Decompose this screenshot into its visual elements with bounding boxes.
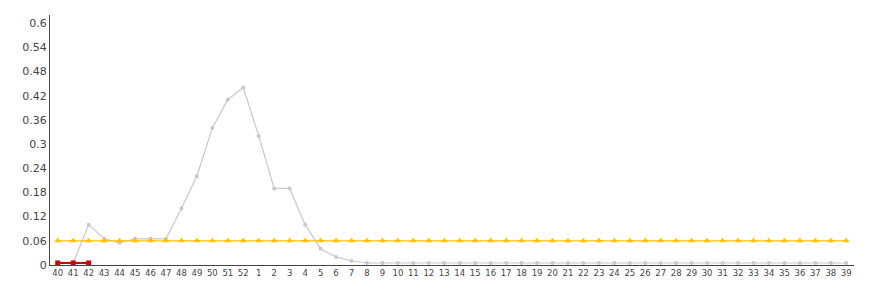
svg-text:31: 31 [717,268,728,278]
svg-text:20: 20 [547,268,558,278]
svg-text:36: 36 [794,268,805,278]
svg-text:18: 18 [516,268,527,278]
svg-text:1: 1 [256,268,261,278]
svg-text:0.18: 0.18 [22,186,47,199]
svg-text:40: 40 [52,268,63,278]
svg-text:13: 13 [439,268,450,278]
svg-text:50: 50 [207,268,218,278]
svg-text:0.36: 0.36 [22,114,47,127]
svg-text:5: 5 [318,268,323,278]
svg-text:8: 8 [364,268,369,278]
svg-text:30: 30 [702,268,713,278]
svg-text:26: 26 [640,268,651,278]
svg-text:39: 39 [841,268,852,278]
svg-text:4: 4 [302,268,307,278]
svg-text:22: 22 [578,268,589,278]
svg-text:7: 7 [349,268,354,278]
svg-text:0.06: 0.06 [22,235,47,248]
svg-text:51: 51 [222,268,233,278]
svg-text:37: 37 [810,268,821,278]
svg-text:24: 24 [609,268,620,278]
svg-text:33: 33 [748,268,759,278]
svg-text:19: 19 [532,268,543,278]
svg-text:0.24: 0.24 [22,162,47,175]
svg-text:47: 47 [161,268,172,278]
svg-text:42: 42 [83,268,94,278]
svg-text:52: 52 [238,268,249,278]
svg-text:9: 9 [380,268,385,278]
svg-text:2: 2 [271,268,276,278]
svg-text:21: 21 [563,268,574,278]
svg-text:0.42: 0.42 [22,90,47,103]
svg-text:0: 0 [40,259,47,272]
svg-text:17: 17 [501,268,512,278]
svg-text:25: 25 [624,268,635,278]
svg-text:48: 48 [176,268,187,278]
svg-text:44: 44 [114,268,125,278]
svg-text:16: 16 [485,268,496,278]
svg-text:46: 46 [145,268,156,278]
svg-text:0.48: 0.48 [22,65,47,78]
svg-text:0.3: 0.3 [29,138,47,151]
svg-text:32: 32 [733,268,744,278]
svg-text:10: 10 [392,268,403,278]
svg-text:6: 6 [333,268,338,278]
svg-text:45: 45 [130,268,141,278]
svg-text:0.54: 0.54 [22,41,47,54]
svg-text:3: 3 [287,268,292,278]
svg-text:12: 12 [423,268,434,278]
svg-text:11: 11 [408,268,419,278]
svg-text:49: 49 [191,268,202,278]
svg-text:0.6: 0.6 [29,17,47,30]
svg-text:35: 35 [779,268,790,278]
svg-text:41: 41 [68,268,79,278]
svg-text:43: 43 [99,268,110,278]
svg-text:0.12: 0.12 [22,210,47,223]
svg-text:29: 29 [686,268,697,278]
svg-text:27: 27 [655,268,666,278]
svg-text:28: 28 [671,268,682,278]
svg-text:38: 38 [825,268,836,278]
svg-text:15: 15 [470,268,481,278]
svg-text:34: 34 [764,268,775,278]
svg-text:14: 14 [454,268,465,278]
svg-text:23: 23 [593,268,604,278]
